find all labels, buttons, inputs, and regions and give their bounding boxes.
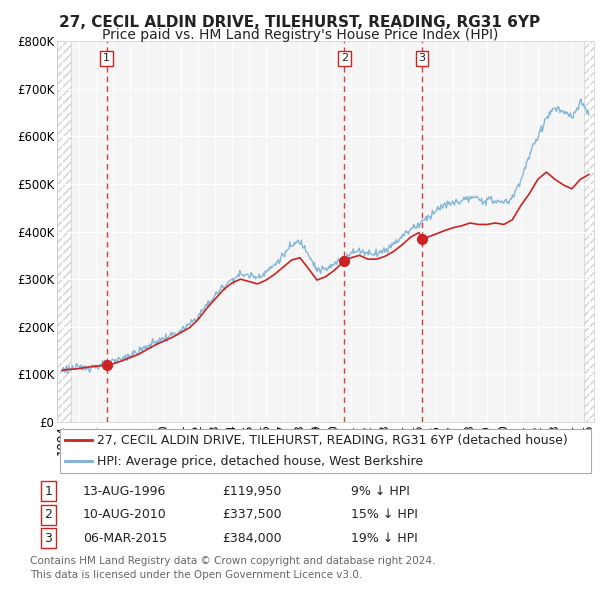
Text: Contains HM Land Registry data © Crown copyright and database right 2024.
This d: Contains HM Land Registry data © Crown c… <box>30 556 436 580</box>
Text: 19% ↓ HPI: 19% ↓ HPI <box>351 532 418 545</box>
Text: 9% ↓ HPI: 9% ↓ HPI <box>351 484 410 498</box>
Text: £119,950: £119,950 <box>223 484 282 498</box>
Text: 3: 3 <box>44 532 52 545</box>
Text: 2: 2 <box>341 54 348 63</box>
Text: 15% ↓ HPI: 15% ↓ HPI <box>351 508 418 522</box>
Text: 3: 3 <box>418 54 425 63</box>
Text: 1: 1 <box>44 484 52 498</box>
Text: HPI: Average price, detached house, West Berkshire: HPI: Average price, detached house, West… <box>97 455 424 468</box>
Text: £384,000: £384,000 <box>223 532 282 545</box>
Text: 06-MAR-2015: 06-MAR-2015 <box>83 532 167 545</box>
Text: 10-AUG-2010: 10-AUG-2010 <box>83 508 167 522</box>
Text: 13-AUG-1996: 13-AUG-1996 <box>83 484 166 498</box>
Text: Price paid vs. HM Land Registry's House Price Index (HPI): Price paid vs. HM Land Registry's House … <box>102 28 498 42</box>
Text: £337,500: £337,500 <box>223 508 282 522</box>
Text: 27, CECIL ALDIN DRIVE, TILEHURST, READING, RG31 6YP: 27, CECIL ALDIN DRIVE, TILEHURST, READIN… <box>59 15 541 30</box>
Text: 1: 1 <box>103 54 110 63</box>
Text: 27, CECIL ALDIN DRIVE, TILEHURST, READING, RG31 6YP (detached house): 27, CECIL ALDIN DRIVE, TILEHURST, READIN… <box>97 434 568 447</box>
FancyBboxPatch shape <box>59 429 592 473</box>
Text: 2: 2 <box>44 508 52 522</box>
